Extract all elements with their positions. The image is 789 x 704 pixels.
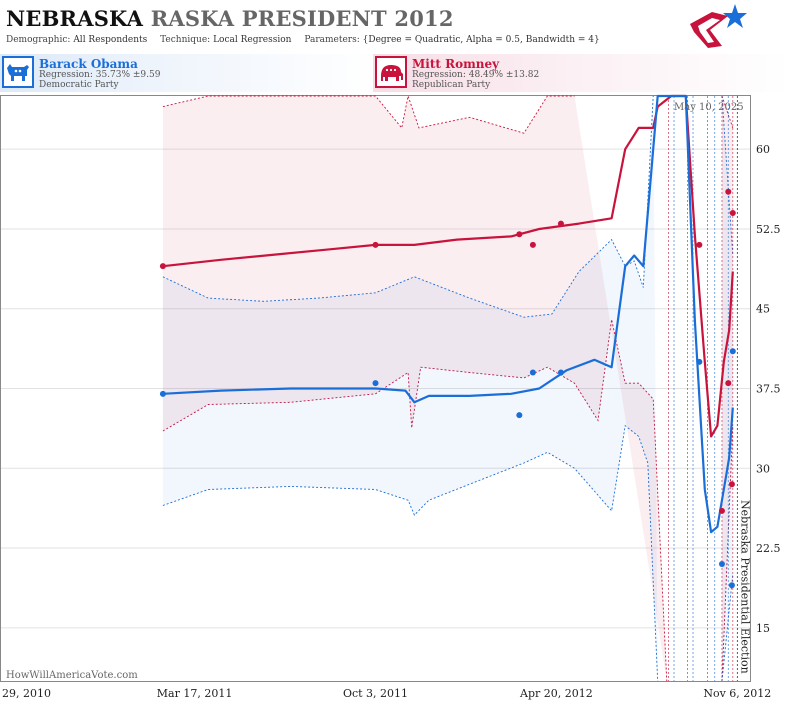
candidate-panel-obama: Barack Obama Regression: 35.73% ±9.59 De… [0, 54, 380, 92]
y-tick-label: 52.5 [756, 223, 781, 236]
y-axis: 15 22.5 30 37.5 45 52.5 60 [756, 143, 781, 635]
title-rest: RASKA PRESIDENT 2012 [150, 6, 454, 31]
y-tick-label: 22.5 [756, 542, 781, 555]
poll-point [159, 263, 166, 270]
poll-point [372, 380, 379, 387]
technique-label: Technique: [160, 35, 211, 45]
poll-point [725, 380, 732, 387]
y-tick-label: 30 [756, 462, 770, 475]
header: NEBRASKA RASKA PRESIDENT 2012 Demographi… [0, 0, 789, 52]
x-axis: Aug 29, 2010 Mar 17, 2011 Oct 3, 2011 Apr 2… [0, 687, 771, 700]
confidence-band [162, 96, 667, 681]
band-tail-lower [721, 574, 734, 682]
poll-point [728, 481, 735, 488]
demographic-label: Demographic: [6, 35, 71, 45]
regression-line [162, 94, 734, 534]
x-tick-label: Aug 29, 2010 [0, 687, 51, 700]
poll-point [696, 358, 703, 365]
poll-point [729, 210, 736, 216]
poll-point [372, 241, 379, 248]
poll-point [728, 582, 735, 589]
candidate-panel-romney: Mitt Romney Regression: 48.49% ±13.82 Re… [373, 54, 789, 92]
plot-frame [0, 95, 751, 682]
candidate-name-obama: Barack Obama [39, 57, 138, 71]
date-stamp: May 10, 2025 [674, 102, 744, 113]
regression-obama: Regression: 35.73% ±9.59 [39, 70, 161, 80]
poll-point [557, 220, 564, 227]
y-tick-label: 37.5 [756, 383, 781, 396]
poll-point [718, 507, 725, 514]
band-tail-upper [721, 95, 734, 256]
poll-point [529, 241, 536, 248]
poll-point [159, 390, 166, 397]
party-romney: Republican Party [412, 80, 491, 90]
y-tick-label: 60 [756, 143, 770, 156]
demographic-value: All Respondents [73, 35, 148, 45]
band-upper [162, 94, 575, 134]
poll-point [516, 231, 523, 238]
band-lower [162, 424, 659, 682]
band-tail-lower [721, 425, 734, 682]
band-tail-upper [721, 95, 734, 129]
poll-point [718, 561, 725, 567]
x-tick-label: Nov 6, 2012 [703, 687, 771, 700]
title-state: NEBRASKA [6, 6, 144, 31]
x-tick-label: Apr 20, 2012 [519, 687, 593, 700]
site-logo-icon [690, 4, 747, 48]
poll-point [725, 188, 732, 195]
parameters-line: Demographic: All Respondents Technique: … [6, 35, 600, 45]
confidence-band [162, 96, 658, 681]
poll-point [529, 369, 536, 376]
watermark: HowWillAmericaVote.com [6, 670, 138, 681]
x-tick-label: Oct 3, 2011 [343, 687, 408, 700]
poll-points [159, 188, 736, 589]
parameters-value: {Degree = Quadratic, Alpha = 0.5, Bandwi… [362, 35, 600, 45]
regression-romney: Regression: 48.49% ±13.82 [412, 70, 540, 80]
regression-lines [162, 94, 734, 534]
band-lower [162, 319, 668, 682]
regression-line [162, 94, 734, 438]
elephant-icon [375, 56, 407, 88]
confidence-band-tail [722, 96, 733, 681]
poll-point [516, 412, 523, 419]
band-upper [162, 95, 654, 318]
page-title: NEBRASKA RASKA PRESIDENT 2012 [6, 6, 454, 31]
x-tick-label: Mar 17, 2011 [157, 687, 233, 700]
y-tick-label: 45 [756, 303, 770, 316]
parameters-label: Parameters: [304, 35, 360, 45]
poll-point [557, 369, 564, 376]
y-tick-label: 15 [756, 622, 770, 635]
candidate-name-romney: Mitt Romney [412, 57, 500, 71]
event-label: Nebraska Presidential Election [738, 500, 751, 674]
confidence-bands [162, 94, 734, 682]
poll-point [696, 241, 703, 248]
donkey-icon [2, 56, 34, 88]
confidence-band-tail [722, 96, 733, 681]
party-obama: Democratic Party [39, 80, 119, 90]
technique-value: Local Regression [213, 35, 292, 45]
poll-point [729, 348, 736, 355]
